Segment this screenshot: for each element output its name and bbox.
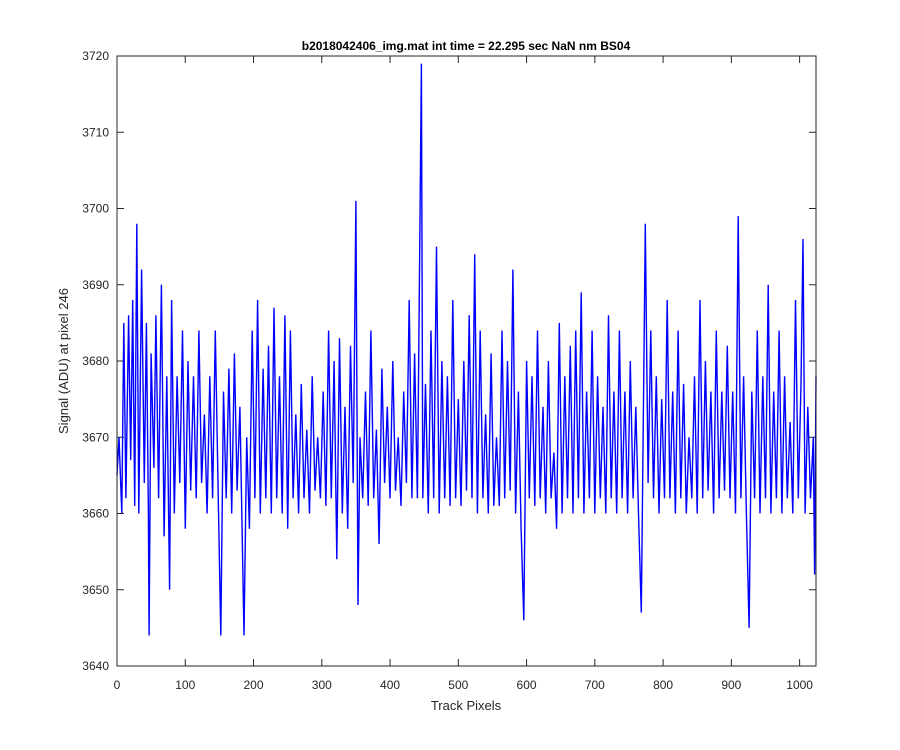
y-tick-label: 3690 <box>82 278 109 292</box>
x-tick-label: 900 <box>721 678 741 692</box>
axes-box <box>116 55 817 667</box>
x-tick-label: 200 <box>244 678 264 692</box>
y-tick-label: 3640 <box>82 659 109 673</box>
x-tick-label: 100 <box>175 678 195 692</box>
x-tick-label: 800 <box>653 678 673 692</box>
x-axis-ticks: 0 100 200 300 400 500 600 700 800 900 1000 <box>114 56 813 692</box>
y-tick-label: 3700 <box>82 202 109 216</box>
x-tick-label: 600 <box>517 678 537 692</box>
y-tick-label: 3720 <box>82 49 109 63</box>
y-tick-label: 3670 <box>82 430 109 444</box>
x-tick-label: 1000 <box>786 678 813 692</box>
x-tick-label: 400 <box>380 678 400 692</box>
series-layer <box>116 63 817 636</box>
x-tick-label: 700 <box>585 678 605 692</box>
x-tick-label: 300 <box>312 678 332 692</box>
chart-title: b2018042406_img.mat int time = 22.295 se… <box>302 39 631 53</box>
y-tick-label: 3660 <box>82 507 109 521</box>
y-axis-label: Signal (ADU) at pixel 246 <box>56 288 71 434</box>
x-axis-label: Track Pixels <box>431 698 502 713</box>
y-tick-label: 3650 <box>82 583 109 597</box>
x-tick-label: 0 <box>114 678 121 692</box>
y-axis-ticks: 3640 3650 3660 3670 3680 3690 3700 3710 3720 <box>82 49 816 673</box>
x-tick-label: 500 <box>448 678 468 692</box>
y-tick-label: 3680 <box>82 354 109 368</box>
series-line-0 <box>116 63 817 636</box>
y-tick-label: 3710 <box>82 125 109 139</box>
